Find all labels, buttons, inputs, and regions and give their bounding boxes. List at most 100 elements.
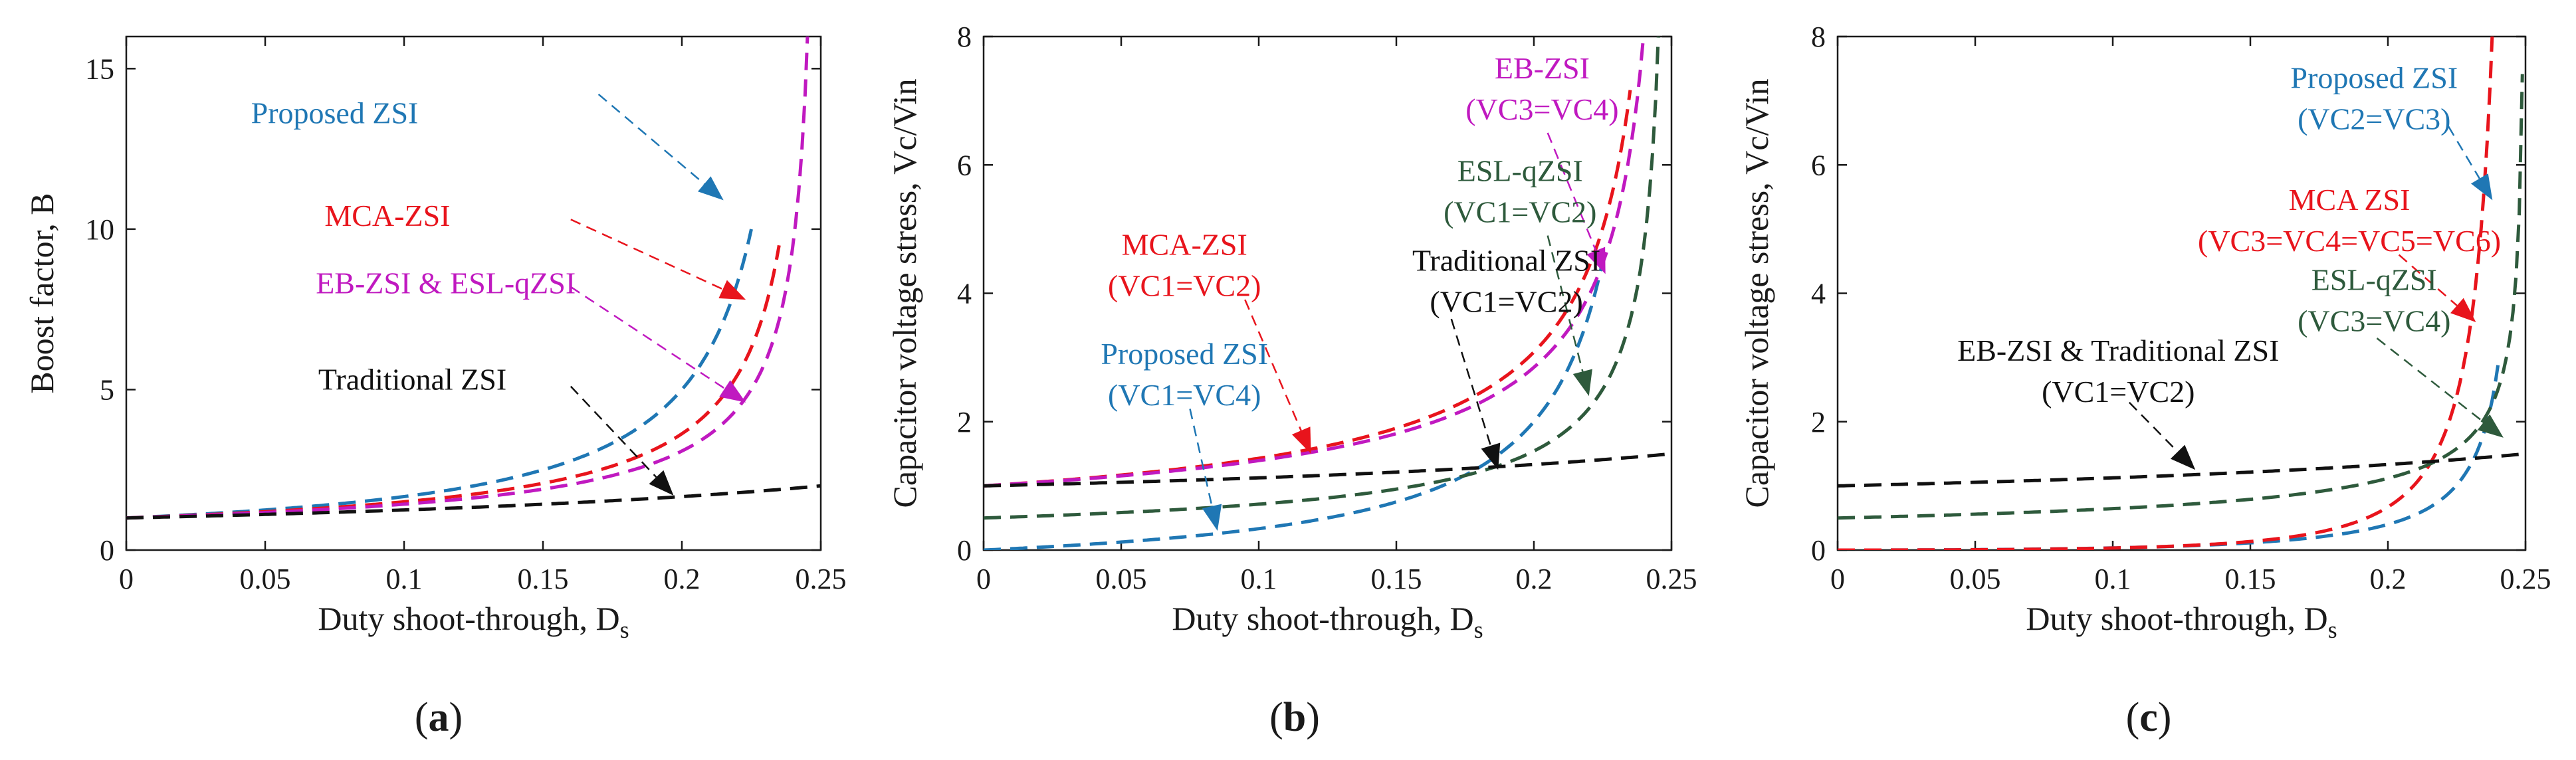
annotation-arrowhead <box>2470 173 2493 201</box>
annotation-arrowhead <box>2170 444 2196 470</box>
y-tick-label: 2 <box>957 406 972 438</box>
annotation-text: (VC1=VC2) <box>1444 195 1596 229</box>
annotation-3: ESL-qZSI (VC3=VC4) <box>2298 263 2504 438</box>
y-axis-label: Capacitor voltage stress, Vc/Vin <box>886 79 923 508</box>
annotation-text: MCA ZSI <box>2289 183 2411 217</box>
annotation-text: MCA-ZSI <box>1122 228 1247 262</box>
panel-a: 0 0.05 0.1 0.15 0.2 0.25 0 5 10 15 Duty shoot-thro… <box>23 35 847 740</box>
annotation-leader <box>1244 299 1302 431</box>
x-tick-label: 0.05 <box>1096 563 1147 595</box>
annotation-arrowhead <box>2450 298 2476 322</box>
series-line-2 <box>1838 37 2494 550</box>
annotation-leader <box>570 385 657 478</box>
x-tick-label: 0.2 <box>664 563 700 595</box>
panel-b: 0 0.05 0.1 0.15 0.2 0.25 0 2 4 6 8 Duty shoot-throu… <box>886 21 1697 740</box>
series-line-3 <box>126 37 809 520</box>
y-tick-label: 4 <box>957 278 972 310</box>
x-axis-label: Duty shoot-through, Ds <box>2026 600 2337 643</box>
annotation-arrowhead <box>1586 246 1606 274</box>
panel-label: (a) <box>415 695 463 740</box>
annotation-text: EB-ZSI & Traditional ZSI <box>1957 333 2279 367</box>
annotation-text: Traditional ZSI <box>318 362 506 396</box>
annotation-leader <box>570 219 724 290</box>
annotation-text: MCA-ZSI <box>324 199 450 233</box>
annotation-leader <box>570 286 726 389</box>
annotation-leader <box>1547 235 1584 372</box>
x-tick-label: 0.15 <box>1371 563 1422 595</box>
annotation-arrowhead <box>649 470 674 496</box>
x-tick-label: 0.25 <box>796 563 847 595</box>
annotation-arrowhead <box>2477 414 2504 438</box>
annotation-leader <box>2448 126 2480 179</box>
y-tick-label: 5 <box>100 373 114 406</box>
y-tick-label: 0 <box>1811 534 1826 567</box>
series-line-3 <box>984 37 1646 488</box>
x-tick-label: 0.1 <box>2095 563 2131 595</box>
annotation-leader <box>2128 401 2179 452</box>
y-tick-label: 6 <box>957 149 972 181</box>
annotation-text: EB-ZSI <box>1495 51 1590 85</box>
annotation-leader <box>1189 409 1213 507</box>
annotation-arrowhead <box>718 280 746 300</box>
annotation-4: EB-ZSI & Traditional ZSI (VC1=VC2) <box>1957 333 2279 470</box>
x-tick-label: 0 <box>119 563 134 595</box>
x-tick-label: 0.25 <box>1646 563 1697 595</box>
annotation-arrowhead <box>1202 504 1222 531</box>
annotation-2: ESL-qZSI (VC1=VC2) <box>1444 153 1596 397</box>
x-axis-label: Duty shoot-through, Ds <box>318 600 629 643</box>
annotation-text: EB-ZSI & ESL-qZSI <box>316 266 576 300</box>
annotation-text: ESL-qZSI <box>1457 153 1583 187</box>
annotation-leader <box>2398 254 2458 306</box>
annotation-text: Proposed ZSI <box>1101 337 1268 371</box>
y-axis-label: Capacitor voltage stress, Vc/Vin <box>1738 79 1775 508</box>
annotation-text: Proposed ZSI <box>2290 60 2458 94</box>
series-line-4 <box>1838 452 2525 488</box>
annotation-1: EB-ZSI (VC3=VC4) <box>1465 51 1619 274</box>
annotation-text: (VC3=VC4) <box>1465 92 1618 126</box>
annotation-text: (VC1=VC2) <box>1108 269 1261 303</box>
annotation-text: Proposed ZSI <box>251 96 419 130</box>
series-line-5 <box>984 452 1671 488</box>
annotation-arrowhead <box>1481 442 1501 470</box>
annotation-leader <box>1450 318 1492 446</box>
annotation-text: (VC1=VC2) <box>2042 375 2195 409</box>
x-tick-label: 0.2 <box>2370 563 2407 595</box>
plot-frame <box>125 35 822 551</box>
x-tick-label: 0.15 <box>2225 563 2276 595</box>
annotation-leader <box>597 94 705 185</box>
series-line-4 <box>126 484 821 520</box>
panel-label: (c) <box>2126 695 2172 740</box>
annotation-2: MCA-ZSI <box>324 199 746 300</box>
y-axis-label: Boost factor, B <box>23 193 60 393</box>
annotation-arrowhead <box>1291 427 1311 454</box>
annotation-leader <box>2376 337 2484 423</box>
annotation-2: MCA ZSI (VC3=VC4=VC5=VC6) <box>2198 183 2501 322</box>
x-tick-label: 0.1 <box>386 563 423 595</box>
annotation-arrowhead <box>719 380 746 403</box>
annotation-4: Traditional ZSI <box>318 362 674 496</box>
series-line-3 <box>1838 74 2524 520</box>
y-tick-label: 0 <box>957 534 972 567</box>
y-tick-label: 10 <box>85 213 114 246</box>
annotation-text: (VC3=VC4=VC5=VC6) <box>2198 224 2501 258</box>
annotation-arrowhead <box>1572 369 1592 397</box>
x-tick-label: 0.2 <box>1516 563 1553 595</box>
annotation-3: MCA-ZSI (VC1=VC2) <box>1108 228 1311 454</box>
annotation-4: Traditional ZSI (VC1=VC2) <box>1412 244 1600 470</box>
series-line-1 <box>126 229 753 520</box>
y-tick-label: 4 <box>1811 278 1826 310</box>
x-tick-label: 0.05 <box>1950 563 2001 595</box>
x-tick-label: 0.05 <box>240 563 291 595</box>
annotation-text: Traditional ZSI <box>1412 244 1600 278</box>
y-tick-label: 8 <box>957 21 972 53</box>
series-line-4 <box>984 37 1660 520</box>
annotation-text: (VC3=VC4) <box>2298 304 2450 338</box>
x-axis-label: Duty shoot-through, Ds <box>1172 600 1483 643</box>
y-tick-label: 2 <box>1811 406 1826 438</box>
annotation-1: Proposed ZSI (VC2=VC3) <box>2290 60 2493 201</box>
annotation-text: (VC1=VC4) <box>1108 378 1261 412</box>
annotation-text: ESL-qZSI <box>2311 263 2437 297</box>
x-tick-label: 0 <box>976 563 991 595</box>
annotation-1: Proposed ZSI <box>251 94 724 201</box>
